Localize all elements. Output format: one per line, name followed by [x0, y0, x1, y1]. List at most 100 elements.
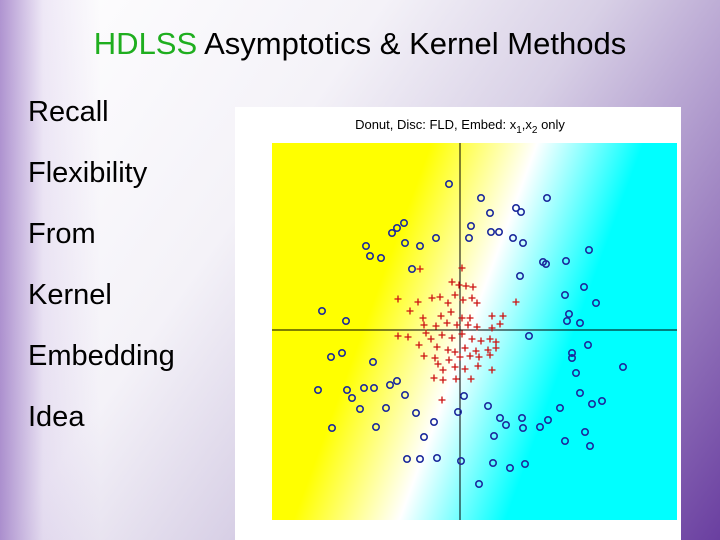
- point: [430, 374, 438, 382]
- point: [591, 299, 600, 308]
- title-segment: 2: [532, 125, 538, 136]
- point: [575, 388, 584, 397]
- point: [386, 380, 395, 389]
- point: [489, 458, 498, 467]
- point: [370, 383, 379, 392]
- point: [416, 242, 425, 251]
- point: [447, 308, 455, 316]
- point: [314, 385, 323, 394]
- point: [434, 360, 442, 368]
- point: [505, 463, 514, 472]
- bullet: Embedding: [28, 340, 175, 372]
- point: [444, 346, 452, 354]
- point: [467, 375, 475, 383]
- point: [543, 415, 552, 424]
- point: [432, 234, 441, 243]
- title-segment: only: [537, 117, 565, 132]
- chart: Donut, Disc: FLD, Embed: x1,x2 only: [235, 107, 681, 540]
- point: [580, 427, 589, 436]
- point: [517, 413, 526, 422]
- point: [466, 352, 474, 360]
- point: [465, 234, 474, 243]
- point: [469, 283, 477, 291]
- point: [511, 204, 520, 213]
- point: [438, 331, 446, 339]
- point: [327, 353, 336, 362]
- point: [496, 320, 504, 328]
- point: [468, 294, 476, 302]
- bullet: Recall: [28, 96, 109, 128]
- point: [484, 346, 492, 354]
- point: [475, 353, 483, 361]
- point: [414, 298, 422, 306]
- point: [520, 459, 529, 468]
- point: [575, 319, 584, 328]
- point: [499, 312, 507, 320]
- title-segment: HDLSS: [93, 26, 198, 61]
- point: [338, 349, 347, 358]
- point: [432, 322, 440, 330]
- point: [453, 321, 461, 329]
- point: [415, 341, 423, 349]
- point: [416, 454, 425, 463]
- point: [420, 352, 428, 360]
- point: [360, 383, 369, 392]
- point: [618, 362, 627, 371]
- point: [541, 260, 550, 269]
- point: [448, 334, 456, 342]
- point: [420, 432, 429, 441]
- point: [564, 310, 573, 319]
- point: [466, 314, 474, 322]
- point: [408, 265, 417, 274]
- point: [420, 321, 428, 329]
- point: [475, 479, 484, 488]
- point: [431, 354, 439, 362]
- point: [555, 403, 564, 412]
- point: [515, 272, 524, 281]
- point: [369, 358, 378, 367]
- point: [448, 278, 456, 286]
- point: [451, 348, 459, 356]
- point: [490, 431, 499, 440]
- point: [486, 335, 494, 343]
- point: [535, 422, 544, 431]
- point: [394, 295, 402, 303]
- point: [561, 257, 570, 266]
- point: [473, 323, 481, 331]
- point: [342, 317, 351, 326]
- point: [474, 362, 482, 370]
- point: [403, 454, 412, 463]
- point: [501, 420, 510, 429]
- point: [494, 228, 503, 237]
- bullet: From: [28, 218, 96, 250]
- bullet: Idea: [28, 401, 85, 433]
- point: [437, 312, 445, 320]
- point: [560, 436, 569, 445]
- point: [524, 332, 533, 341]
- plot-area: [272, 143, 677, 520]
- point: [438, 396, 446, 404]
- point: [461, 365, 469, 373]
- point: [456, 353, 464, 361]
- title-segment: 1: [516, 125, 522, 136]
- point: [406, 307, 414, 315]
- point: [462, 282, 470, 290]
- chart-title: Donut, Disc: FLD, Embed: x1,x2 only: [355, 117, 565, 136]
- point: [473, 299, 481, 307]
- point: [492, 344, 500, 352]
- point: [404, 333, 412, 341]
- slide-title: HDLSS Asymptotics & Kernel Methods: [0, 26, 720, 62]
- point: [560, 291, 569, 300]
- point: [372, 422, 381, 431]
- point: [518, 423, 527, 432]
- point: [430, 417, 439, 426]
- point: [439, 366, 447, 374]
- point: [488, 312, 496, 320]
- point: [458, 264, 466, 272]
- point: [356, 404, 365, 413]
- title-segment: ,x: [522, 117, 533, 132]
- point: [461, 344, 469, 352]
- point: [328, 423, 337, 432]
- point: [587, 399, 596, 408]
